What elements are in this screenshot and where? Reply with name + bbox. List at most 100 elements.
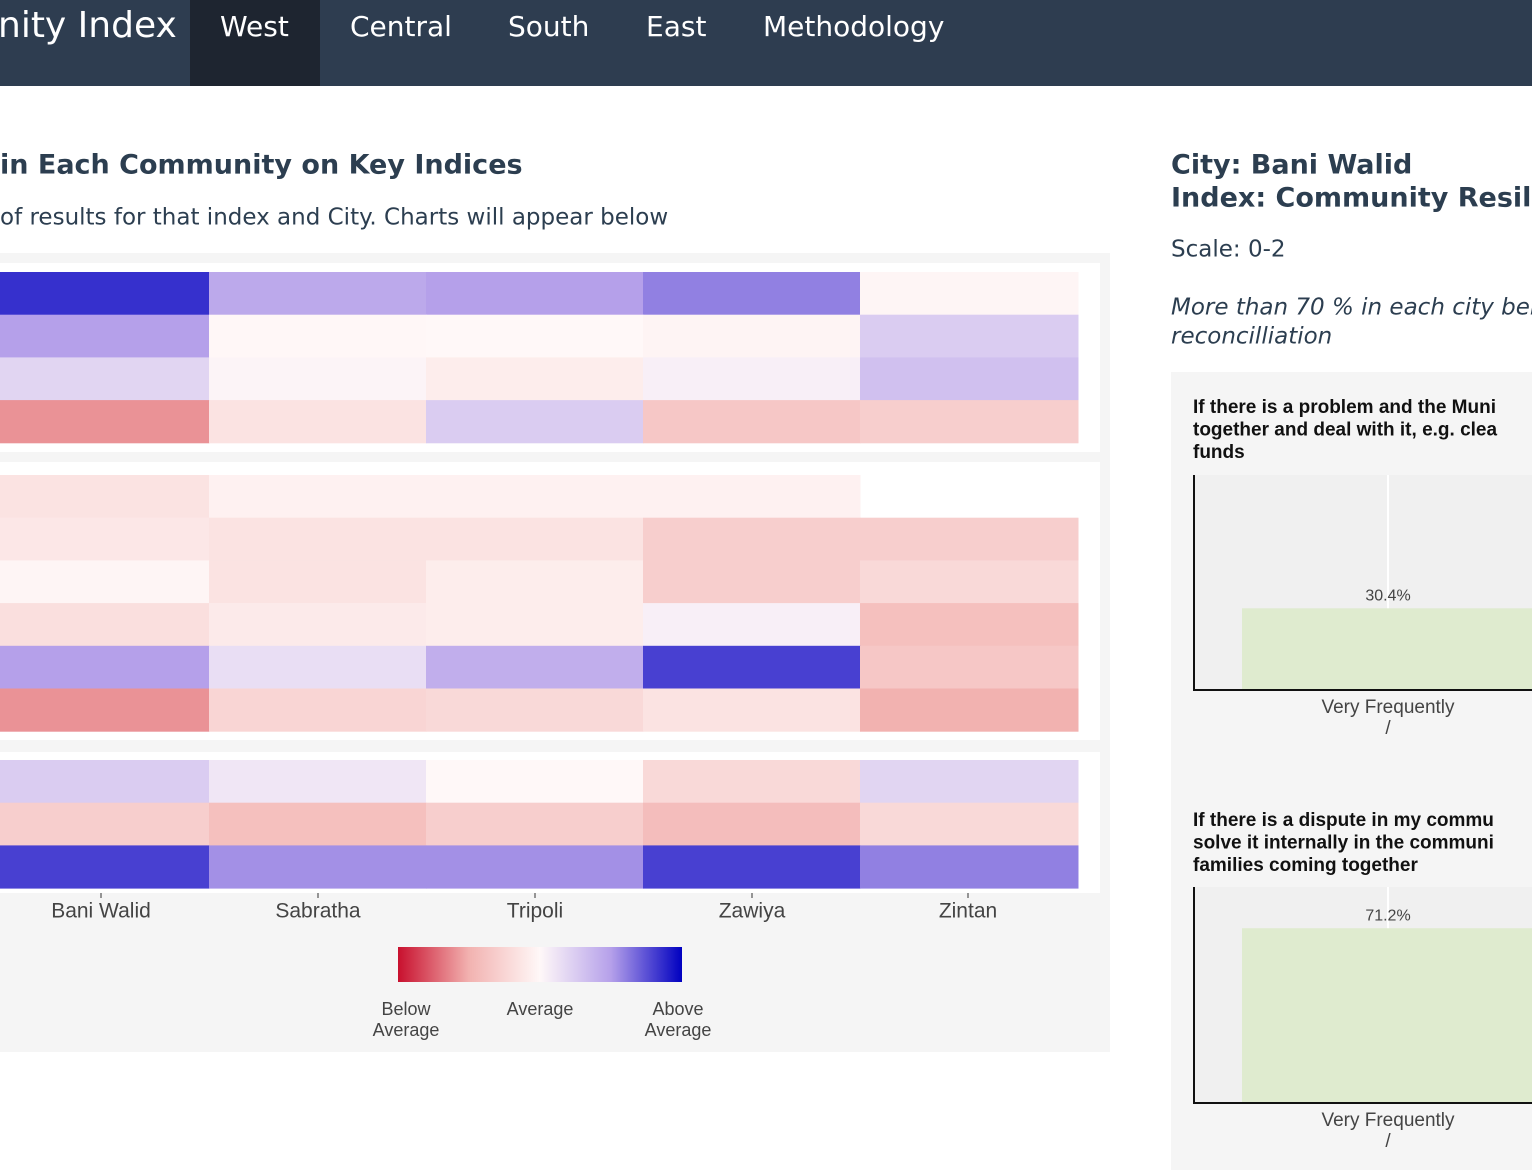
- chart-title: If there is a problem and the Muni: [1193, 397, 1496, 418]
- heatmap-cell[interactable]: [860, 760, 1079, 804]
- heatmap-cell[interactable]: [209, 357, 427, 401]
- heatmap-cell[interactable]: [860, 845, 1079, 889]
- heatmap-cell[interactable]: [426, 357, 644, 401]
- heatmap-cell[interactable]: [860, 560, 1079, 604]
- heatmap-cell[interactable]: [426, 802, 644, 846]
- heatmap-cell[interactable]: [643, 400, 861, 444]
- heatmap-cell[interactable]: [209, 272, 427, 316]
- heatmap-cell[interactable]: [860, 517, 1079, 561]
- heatmap-cell[interactable]: [426, 475, 644, 519]
- section-subtitle: of results for that index and City. Char…: [0, 205, 668, 231]
- heatmap-cell[interactable]: [0, 517, 210, 561]
- legend-label-box: Below Average: [372, 999, 440, 1040]
- heatmap-cell[interactable]: [643, 272, 861, 316]
- heatmap-cell[interactable]: [860, 400, 1079, 444]
- heatmap-cell[interactable]: [209, 475, 427, 519]
- bar[interactable]: [1242, 928, 1532, 1103]
- heatmap-cell[interactable]: [209, 560, 427, 604]
- heatmap-cell[interactable]: [643, 603, 861, 647]
- index-title: Index: Community Resilienc: [1171, 183, 1532, 214]
- heatmap-cell[interactable]: [860, 603, 1079, 647]
- heatmap-cell[interactable]: [209, 603, 427, 647]
- x-tick-label-box: Very Frequently /: [1321, 1110, 1455, 1152]
- city-title: City: Bani Walid: [1171, 150, 1412, 181]
- nav-tab[interactable]: Methodology: [763, 10, 944, 43]
- legend-gradient: [398, 947, 682, 982]
- legend-label: Average: [506, 999, 574, 1019]
- legend-label: Below Average: [372, 999, 440, 1040]
- heatmap-cell[interactable]: [426, 517, 644, 561]
- heatmap-cell[interactable]: [0, 760, 210, 804]
- heatmap-cell[interactable]: [860, 314, 1079, 358]
- note-line: More than 70 % in each city believ: [1171, 295, 1532, 321]
- heatmap-cell[interactable]: [209, 845, 427, 889]
- heatmap-cell[interactable]: [209, 802, 427, 846]
- heatmap-cell[interactable]: [426, 645, 644, 689]
- heatmap-cell[interactable]: [860, 688, 1079, 732]
- legend-label-box: Average: [506, 999, 574, 1019]
- chart-title: solve it internally in the communi: [1193, 833, 1494, 854]
- note-line: reconcilliation: [1171, 324, 1332, 350]
- x-tick-label: Zintan: [939, 900, 997, 923]
- heatmap-cell[interactable]: [0, 560, 210, 604]
- chart-title: If there is a dispute in my commu: [1193, 810, 1494, 831]
- heatmap-cell[interactable]: [643, 688, 861, 732]
- heatmap-cell[interactable]: [0, 272, 210, 316]
- legend-label: Above Average: [644, 999, 712, 1040]
- heatmap-cell[interactable]: [0, 603, 210, 647]
- nav-tab[interactable]: South: [508, 10, 589, 43]
- x-tick-label: Very Frequently /: [1321, 697, 1455, 739]
- heatmap-cell[interactable]: [860, 802, 1079, 846]
- heatmap-cell[interactable]: [860, 272, 1079, 316]
- heatmap-cell[interactable]: [209, 645, 427, 689]
- nav-tab[interactable]: West: [220, 10, 289, 43]
- chart-title: funds: [1193, 442, 1245, 463]
- value-label: 30.4%: [1365, 588, 1410, 605]
- legend-label-box: Above Average: [644, 999, 712, 1040]
- heatmap-cell[interactable]: [426, 272, 644, 316]
- section-title: in Each Community on Key Indices: [0, 150, 523, 181]
- heatmap-cell[interactable]: [643, 560, 861, 604]
- heatmap-cell[interactable]: [0, 357, 210, 401]
- bar[interactable]: [1242, 608, 1532, 690]
- nav-tab[interactable]: Central: [350, 10, 452, 43]
- x-tick-label: Bani Walid: [51, 900, 151, 923]
- heatmap-cell[interactable]: [0, 845, 210, 889]
- heatmap-cell[interactable]: [643, 475, 861, 519]
- heatmap-cell[interactable]: [426, 688, 644, 732]
- heatmap-cell[interactable]: [0, 802, 210, 846]
- heatmap-cell[interactable]: [426, 400, 644, 444]
- heatmap-cell[interactable]: [426, 314, 644, 358]
- heatmap-cell[interactable]: [426, 760, 644, 804]
- heatmap-cell[interactable]: [209, 314, 427, 358]
- value-label: 71.2%: [1365, 907, 1410, 924]
- heatmap-cell[interactable]: [426, 560, 644, 604]
- heatmap-cell[interactable]: [426, 603, 644, 647]
- heatmap-cell[interactable]: [643, 517, 861, 561]
- brand: nity Index: [0, 5, 177, 46]
- heatmap-cell[interactable]: [643, 802, 861, 846]
- heatmap-cell[interactable]: [643, 357, 861, 401]
- heatmap-cell[interactable]: [860, 357, 1079, 401]
- heatmap-cell[interactable]: [209, 517, 427, 561]
- heatmap-cell[interactable]: [209, 400, 427, 444]
- x-tick-label: Zawiya: [719, 900, 786, 923]
- heatmap-cell[interactable]: [0, 645, 210, 689]
- x-tick-label: Very Frequently /: [1321, 1110, 1455, 1152]
- heatmap-cell[interactable]: [0, 688, 210, 732]
- heatmap-cell[interactable]: [0, 400, 210, 444]
- heatmap-cell[interactable]: [0, 475, 210, 519]
- heatmap-cell[interactable]: [426, 845, 644, 889]
- heatmap-cell[interactable]: [643, 845, 861, 889]
- heatmap-cell[interactable]: [643, 760, 861, 804]
- heatmap-cell[interactable]: [643, 645, 861, 689]
- x-tick-label-box: Very Frequently /: [1321, 697, 1455, 739]
- heatmap-cell[interactable]: [209, 688, 427, 732]
- heatmap-cell[interactable]: [643, 314, 861, 358]
- heatmap-cell[interactable]: [209, 760, 427, 804]
- heatmap-cell[interactable]: [0, 314, 210, 358]
- heatmap-cell[interactable]: [860, 645, 1079, 689]
- nav-tab[interactable]: East: [646, 10, 706, 43]
